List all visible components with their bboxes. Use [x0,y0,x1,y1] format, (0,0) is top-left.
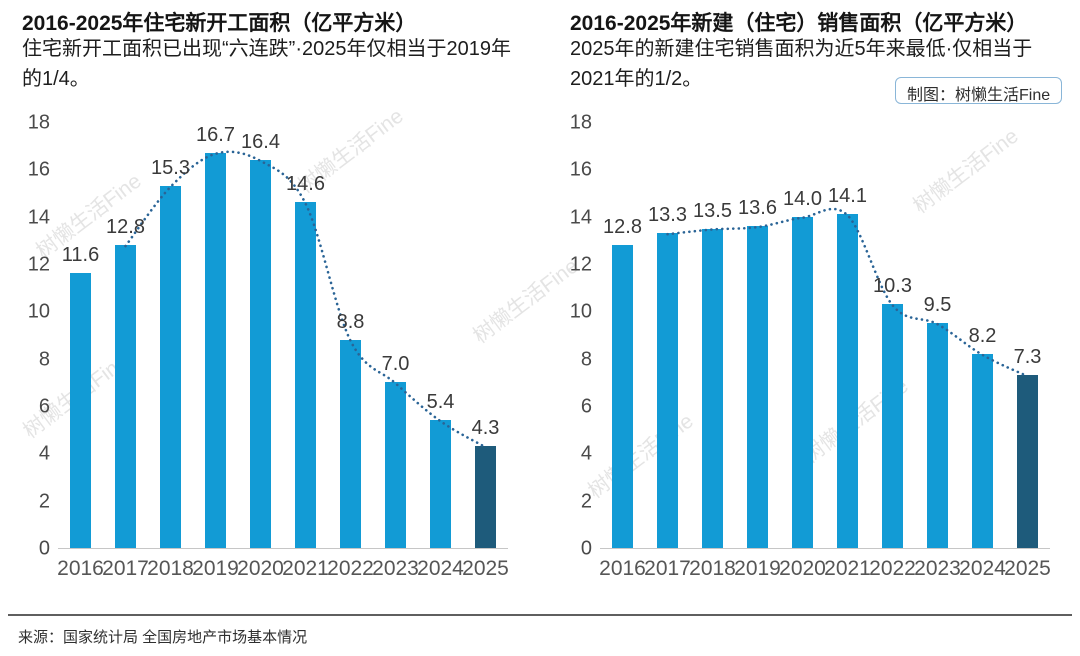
x-tick-label-2023: 2023 [914,557,961,580]
y-tick-label: 18 [569,111,592,134]
chart-title-left: 2016-2025年住宅新开工面积（亿平方米） [22,12,417,35]
bar-2020 [250,159,271,548]
y-tick-label: 2 [38,490,50,513]
bar-2021 [837,214,858,548]
x-tick-label-2016: 2016 [599,557,646,580]
bar-value-label-2025: 7.3 [1013,346,1042,369]
x-tick-label-2024: 2024 [417,557,464,580]
bar-2017 [657,233,678,548]
y-tick-label: 6 [580,395,592,418]
bar-2020 [792,216,813,548]
bar-value-label-2018: 15.3 [151,156,190,179]
bar-2018 [160,185,181,548]
x-tick-label-2019: 2019 [734,557,781,580]
y-tick-label: 4 [38,442,50,465]
x-tick-label-2018: 2018 [147,557,194,580]
x-tick-label-2023: 2023 [372,557,419,580]
y-tick-label: 6 [38,395,50,418]
y-tick-label: 12 [569,253,592,276]
left-chart-panel: 2016-2025年住宅新开工面积（亿平方米） 住宅新开工面积已出现“六连跌”·… [0,0,540,612]
bar-2025 [475,446,496,548]
bar-2021 [295,202,316,548]
bar-2019 [205,152,226,548]
chart-subtitle-left: 住宅新开工面积已出现“六连跌”·2025年仅相当于2019年的1/4。 [22,38,511,90]
bar-value-label-2024: 5.4 [426,391,455,414]
bar-2024 [430,420,451,548]
x-tick-label-2020: 2020 [779,557,826,580]
source-note: 来源：国家统计局 全国房地产市场基本情况 [18,629,308,646]
x-tick-label-2017: 2017 [102,557,149,580]
x-tick-label-2019: 2019 [192,557,239,580]
x-tick-label-2016: 2016 [57,557,104,580]
bar-2024 [972,353,993,548]
y-tick-label: 10 [569,300,592,323]
y-tick-label: 18 [27,111,50,134]
bar-value-label-2017: 12.8 [106,216,145,239]
bar-2017 [115,245,136,548]
plot-area-new-starts: 18 16 14 12 10 8 6 4 2 0 11.6 2016 12.8 2017 15.3 2018 1… [28,112,509,581]
y-tick-label: 14 [27,206,50,229]
y-tick-label: 8 [38,348,50,371]
x-tick-label-2024: 2024 [959,557,1006,580]
x-tick-label-2025: 2025 [462,557,509,580]
y-tick-label: 10 [27,300,50,323]
bar-value-label-2016: 12.8 [603,216,642,239]
x-tick-label-2017: 2017 [644,557,691,580]
y-tick-label: 0 [38,537,50,560]
bar-value-label-2023: 9.5 [923,294,952,317]
x-tick-label-2018: 2018 [689,557,736,580]
bar-value-label-2019: 16.7 [196,123,235,146]
bar-2016 [70,273,91,548]
bar-value-label-2021: 14.1 [828,185,867,208]
bar-2023 [385,382,406,548]
bar-value-label-2016: 11.6 [61,244,100,267]
y-tick-label: 12 [27,253,50,276]
y-tick-label: 16 [569,158,592,181]
plot-area-sales: 18 16 14 12 10 8 6 4 2 0 12.8 2016 13.3 2017 13.5 2018 1… [570,112,1051,581]
credit-badge: 制图：树懒生活Fine [895,77,1063,104]
bar-2025 [1017,375,1038,548]
y-tick-label: 0 [580,537,592,560]
bar-2023 [927,323,948,548]
right-chart-panel: 2016-2025年新建（住宅）销售面积（亿平方米） 2025年的新建住宅销售面… [540,0,1080,612]
x-tick-label-2020: 2020 [237,557,284,580]
y-tick-label: 16 [27,158,50,181]
bar-value-label-2025: 4.3 [471,417,500,440]
y-tick-label: 14 [569,206,592,229]
chart-title-right: 2016-2025年新建（住宅）销售面积（亿平方米） [570,12,1028,35]
bar-value-label-2023: 7.0 [381,353,410,376]
x-tick-label-2025: 2025 [1004,557,1051,580]
chart-subtitle-right: 2025年的新建住宅销售面积为近5年来最低·仅相当于2021年的1/2。 [570,38,1033,90]
y-tick-label: 4 [580,442,592,465]
bar-2019 [747,226,768,548]
x-tick-label-2021: 2021 [282,557,329,580]
bar-value-label-2022: 8.8 [336,310,365,333]
bar-value-label-2020: 16.4 [241,130,280,153]
bar-2016 [612,245,633,548]
x-tick-label-2022: 2022 [869,557,916,580]
bar-value-label-2024: 8.2 [968,324,997,347]
bar-value-label-2020: 14.0 [783,187,822,210]
x-tick-label-2021: 2021 [824,557,871,580]
bar-value-label-2021: 14.6 [286,173,325,196]
bar-2022 [882,304,903,548]
bar-2018 [702,228,723,548]
footer-divider [8,614,1072,616]
y-tick-label: 8 [580,348,592,371]
bar-2022 [340,339,361,548]
x-tick-label-2022: 2022 [327,557,374,580]
y-tick-label: 2 [580,490,592,513]
